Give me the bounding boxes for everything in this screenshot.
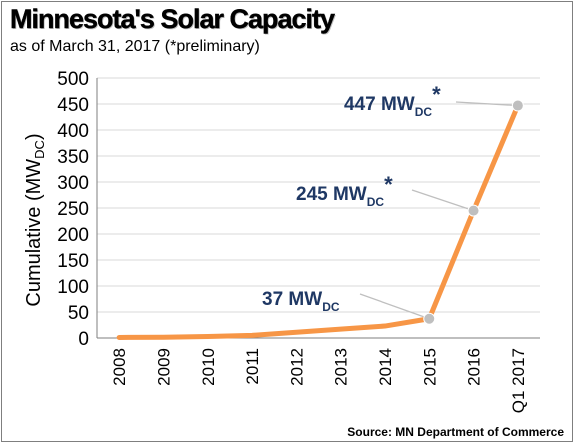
- y-tick-label: 450: [57, 95, 89, 116]
- y-tick-label: 100: [57, 277, 89, 298]
- y-tick-label: 300: [57, 173, 89, 194]
- x-tick-label: 2010: [199, 348, 218, 386]
- data-point-marker: [467, 204, 480, 217]
- annotation-leader: [455, 101, 518, 107]
- y-tick-label: 250: [57, 199, 89, 220]
- source-note: Source: MN Department of Commerce: [347, 425, 564, 439]
- data-point-marker: [423, 312, 436, 325]
- annotation-leader: [411, 189, 474, 212]
- y-tick-label: 200: [57, 225, 89, 246]
- x-tick-label: Q1 2017: [509, 348, 528, 413]
- x-tick-label: 2016: [465, 348, 484, 386]
- data-point-marker: [511, 99, 524, 112]
- annotations: 37 MWDC 245 MWDC* 447 MWDC*: [262, 82, 441, 314]
- x-tick-label: 2014: [376, 348, 395, 386]
- x-tick-label: 2011: [243, 348, 262, 385]
- annotation-label: 37 MWDC: [262, 289, 340, 314]
- y-tick-label: 350: [57, 147, 89, 168]
- chart-subtitle: as of March 31, 2017 (*preliminary): [10, 38, 260, 55]
- x-tick-label: 2015: [420, 348, 439, 386]
- x-axis-ticks: 2008 2009 2010 2011 2012 2013 2014 2015 2016 Q1 2…: [110, 348, 528, 413]
- y-axis-label: Cumulative (MWDC): [23, 133, 47, 306]
- annotation-label: 245 MWDC*: [296, 172, 393, 209]
- x-tick-label: 2012: [287, 348, 306, 386]
- chart-title: Minnesota's Solar Capacity: [10, 4, 335, 34]
- annotation-label: 447 MWDC*: [344, 82, 441, 119]
- annotation-leader: [359, 293, 430, 320]
- series-group: [116, 99, 524, 340]
- y-tick-label: 400: [57, 121, 89, 142]
- y-tick-label: 150: [57, 251, 89, 272]
- annotation-leaders: [359, 101, 518, 320]
- series-line: [116, 103, 521, 340]
- x-tick-label: 2008: [110, 348, 129, 386]
- y-tick-label: 0: [78, 329, 89, 350]
- x-tick-label: 2013: [332, 348, 351, 386]
- y-tick-label: 500: [57, 69, 89, 90]
- y-tick-label: 50: [68, 303, 89, 324]
- x-tick-label: 2009: [154, 348, 173, 386]
- y-axis-ticks: 0 50 100 150 200 250 300 350 400 450 500: [57, 69, 89, 350]
